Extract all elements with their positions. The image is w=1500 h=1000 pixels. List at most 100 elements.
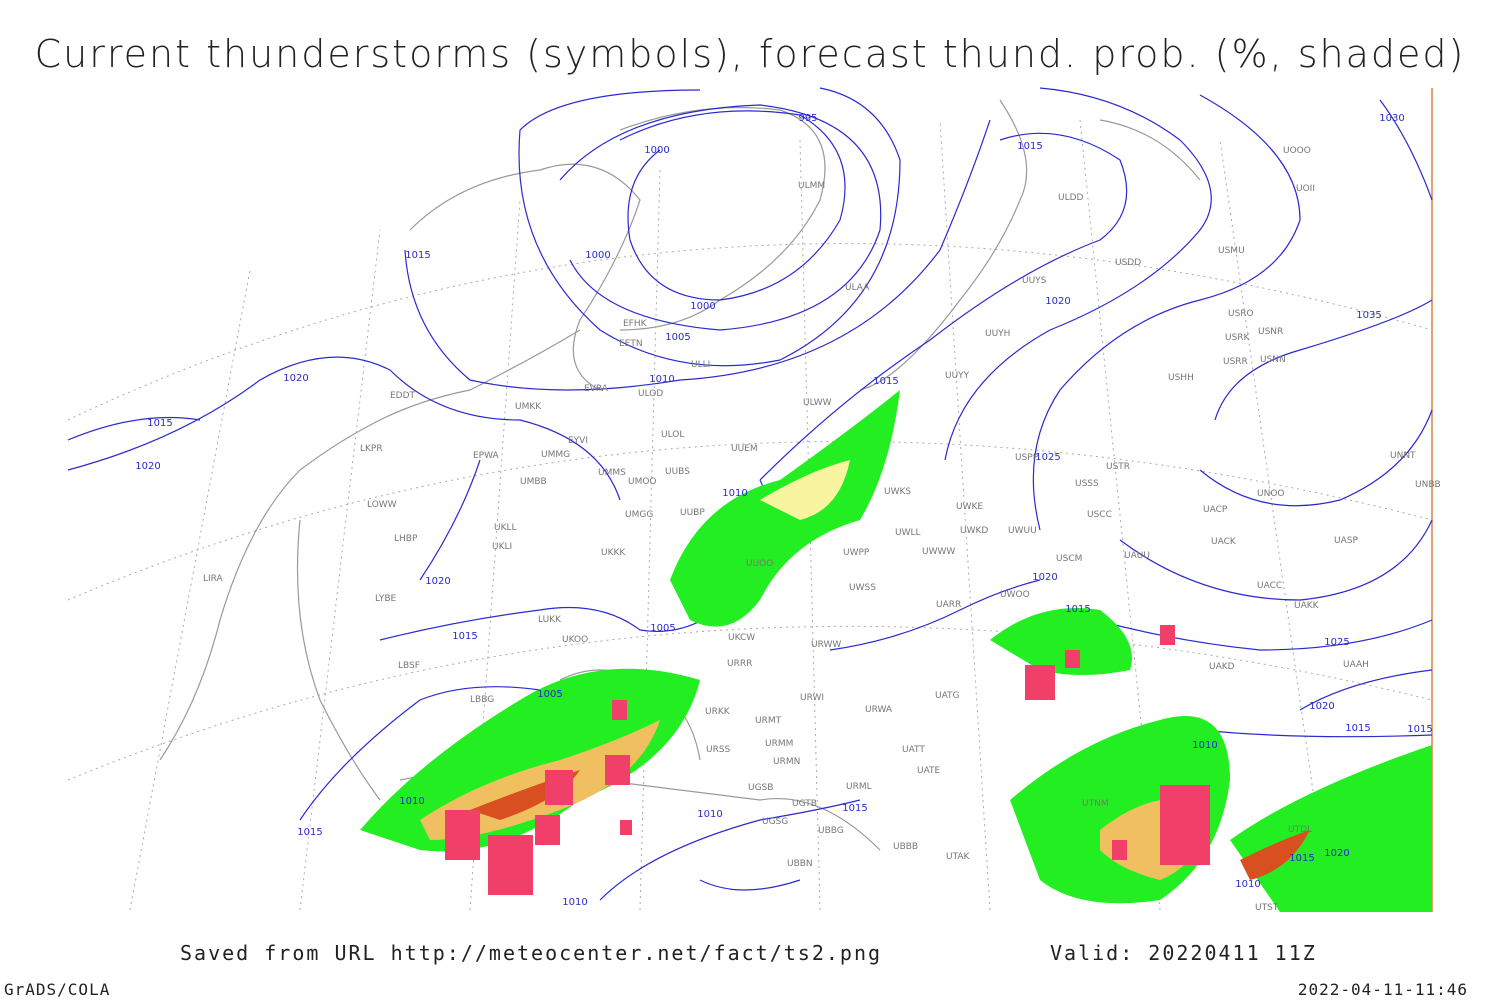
coastlines <box>159 99 1201 851</box>
station-label: UWWW <box>922 547 955 557</box>
station-label: UBBB <box>893 842 918 852</box>
isobar-label: 1025 <box>1035 452 1060 463</box>
station-label: LOWW <box>367 500 397 510</box>
station-label: USPP <box>1015 453 1039 463</box>
station-label: USRK <box>1225 333 1251 343</box>
isobar-label: 1020 <box>1032 572 1057 583</box>
timestamp: 2022-04-11-11:46 <box>1298 980 1468 999</box>
station-label: UTST <box>1255 903 1279 913</box>
station-label: EYVI <box>568 436 588 446</box>
station-label: URMM <box>765 739 793 749</box>
isobar-label: 1005 <box>650 623 675 634</box>
station-label: LKPR <box>360 444 383 454</box>
station-label: LYBE <box>375 594 396 604</box>
station-label: UWUU <box>1008 526 1037 536</box>
isobar-label: 1015 <box>1345 723 1370 734</box>
station-label: UTAK <box>946 852 971 862</box>
isobar-label: 1015 <box>405 250 430 261</box>
isobar-label: 1015 <box>1065 604 1090 615</box>
station-label: USHH <box>1168 373 1194 383</box>
station-label: LIRA <box>203 574 224 584</box>
isobar-label: 1030 <box>1379 113 1404 124</box>
station-label: URKK <box>705 707 731 717</box>
station-label: UUBP <box>680 508 705 518</box>
station-labels: ULMM ULAA UUYS USDD USMU UOOO UOII ULDD EFHK EETN… <box>203 146 1441 913</box>
station-label: UWKE <box>956 502 983 512</box>
title: Current thunderstorms (symbols), forecas… <box>35 32 1466 76</box>
station-label: LBBG <box>470 695 494 705</box>
isobar-label: 1020 <box>283 373 308 384</box>
station-label: EETN <box>619 339 643 349</box>
station-label: ULAA <box>845 283 870 293</box>
thunderstorm-symbols <box>445 625 1210 895</box>
station-label: USSS <box>1075 479 1099 489</box>
isobar-label: 1010 <box>697 809 722 820</box>
station-label: UGSG <box>762 817 788 827</box>
isobar-label: 1010 <box>649 374 674 385</box>
station-label: USCM <box>1056 554 1082 564</box>
station-label: UMKK <box>515 402 542 412</box>
station-label: EFHK <box>623 319 648 329</box>
station-label: ULDD <box>1058 193 1084 203</box>
isobar-label: 1015 <box>297 827 322 838</box>
isobar-label: 1020 <box>1324 848 1349 859</box>
isobar-label: 1005 <box>665 332 690 343</box>
station-label: UAAH <box>1343 660 1369 670</box>
isobar-label: 1000 <box>690 301 715 312</box>
station-label: UWOO <box>1000 590 1030 600</box>
map-area: 995 1000 1000 1000 1005 1010 1015 1020 1015 1020 1… <box>67 87 1441 913</box>
station-label: URSS <box>706 745 731 755</box>
station-label: UAKK <box>1294 601 1320 611</box>
station-label: UWKS <box>884 487 911 497</box>
station-label: UOII <box>1296 184 1315 194</box>
station-label: UTNM <box>1082 799 1109 809</box>
isobar-label: 1010 <box>1192 740 1217 751</box>
station-label: UAKD <box>1209 662 1235 672</box>
station-label: UKCW <box>728 633 755 643</box>
station-label: URWI <box>800 693 824 703</box>
isobar-label: 1015 <box>842 803 867 814</box>
station-label: UAUU <box>1124 551 1150 561</box>
station-label: UMGG <box>625 510 653 520</box>
isobar-label: 1020 <box>1045 296 1070 307</box>
station-label: LBSF <box>398 661 420 671</box>
station-label: UACK <box>1211 537 1237 547</box>
software: GrADS/COLA <box>4 980 110 999</box>
isobar-label: 1000 <box>585 250 610 261</box>
station-label: UGTB <box>792 799 817 809</box>
isobar-label: 1000 <box>644 145 669 156</box>
station-label: URMT <box>755 716 782 726</box>
station-label: USCC <box>1087 510 1112 520</box>
station-label: UTDL <box>1288 825 1312 835</box>
station-label: UASP <box>1334 536 1358 546</box>
station-label: UATE <box>917 766 941 776</box>
station-label: USDD <box>1115 258 1141 268</box>
station-label: URWA <box>865 705 893 715</box>
station-label: UWPP <box>843 548 870 558</box>
isobar-labels: 995 1000 1000 1000 1005 1010 1015 1020 1015 1020 1… <box>135 113 1432 908</box>
valid-time: Valid: 20220411 11Z <box>1050 941 1317 965</box>
station-label: UNBB <box>1415 480 1441 490</box>
isobar-label: 1015 <box>1017 141 1042 152</box>
station-label: ULWW <box>803 398 832 408</box>
station-label: ULMM <box>798 181 825 191</box>
isobar-label: 1015 <box>147 418 172 429</box>
station-label: UUOO <box>746 559 773 569</box>
isobar-label: 1015 <box>1289 853 1314 864</box>
isobar-label: 1020 <box>1309 701 1334 712</box>
station-label: UKLL <box>494 523 517 533</box>
isobar-label: 1005 <box>537 689 562 700</box>
isobar-label: 1020 <box>425 576 450 587</box>
station-label: ULOL <box>661 430 684 440</box>
station-label: UWLL <box>895 528 921 538</box>
station-label: UBBG <box>818 826 844 836</box>
station-label: EVRA <box>584 384 609 394</box>
isobars <box>67 87 1433 901</box>
station-label: URRR <box>727 659 752 669</box>
station-label: UUYY <box>945 371 970 381</box>
station-label: UNNT <box>1390 451 1416 461</box>
isobar-label: 1035 <box>1356 310 1381 321</box>
station-label: USRR <box>1223 357 1248 367</box>
isobar-label: 995 <box>798 113 817 124</box>
